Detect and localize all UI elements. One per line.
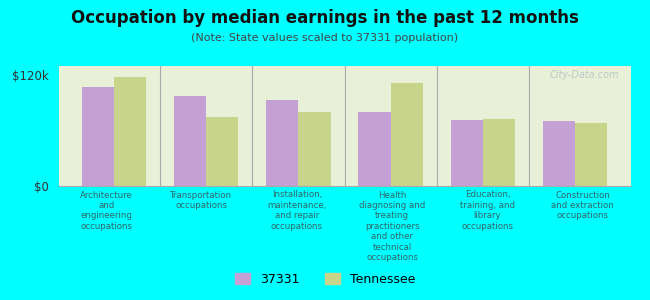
- Text: Architecture
and
engineering
occupations: Architecture and engineering occupations: [80, 190, 133, 231]
- Bar: [81, 87, 114, 186]
- Bar: [358, 112, 391, 186]
- Text: Health
diagnosing and
treating
practitioners
and other
technical
occupations: Health diagnosing and treating practitio…: [359, 190, 425, 262]
- Text: (Note: State values scaled to 37331 population): (Note: State values scaled to 37331 popu…: [192, 33, 458, 43]
- Text: Construction
and extraction
occupations: Construction and extraction occupations: [551, 190, 614, 220]
- Text: Education,
training, and
library
occupations: Education, training, and library occupat…: [460, 190, 515, 231]
- Bar: [114, 77, 146, 186]
- Text: Transportation
occupations: Transportation occupations: [170, 190, 233, 210]
- Text: Installation,
maintenance,
and repair
occupations: Installation, maintenance, and repair oc…: [267, 190, 326, 231]
- Bar: [266, 100, 298, 186]
- Bar: [483, 118, 515, 186]
- Bar: [543, 122, 575, 186]
- Text: Occupation by median earnings in the past 12 months: Occupation by median earnings in the pas…: [71, 9, 579, 27]
- Bar: [391, 82, 423, 186]
- Bar: [174, 95, 206, 186]
- Bar: [575, 123, 608, 186]
- Legend: 37331, Tennessee: 37331, Tennessee: [230, 268, 420, 291]
- Text: City-Data.com: City-Data.com: [549, 70, 619, 80]
- Bar: [206, 117, 239, 186]
- Bar: [298, 112, 331, 186]
- Bar: [450, 119, 483, 186]
